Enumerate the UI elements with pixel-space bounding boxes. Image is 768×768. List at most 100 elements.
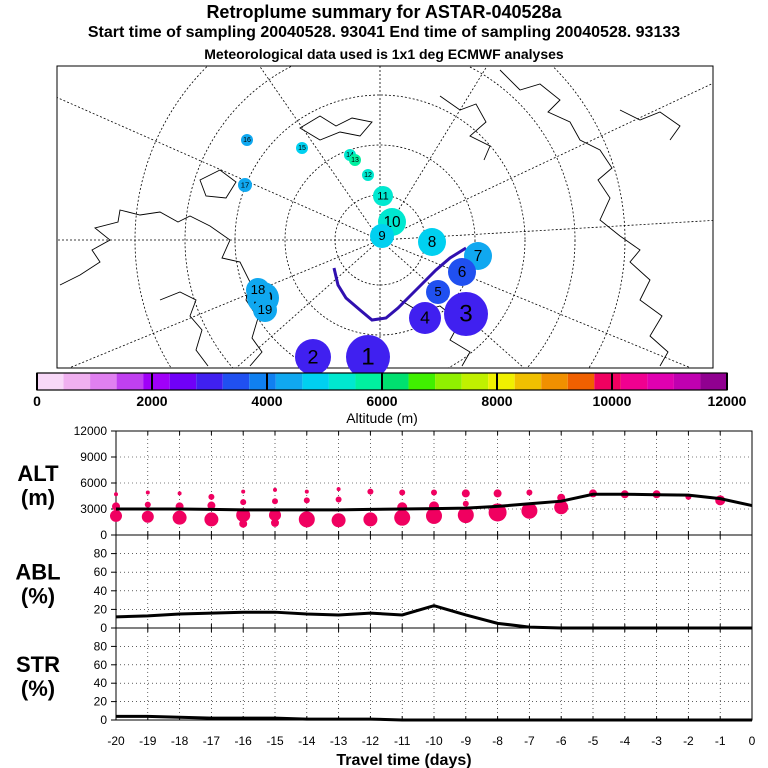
- altitude-dot: [367, 488, 374, 495]
- panel-ylabel: ABL: [15, 560, 60, 585]
- trajectory-marker: [253, 298, 277, 322]
- trajectory-marker: [373, 186, 393, 206]
- trajectory-marker: [409, 302, 441, 334]
- altitude-dot: [493, 489, 502, 498]
- altitude-dot: [304, 489, 309, 494]
- colorbar-swatch: [143, 373, 170, 390]
- altitude-dot: [141, 510, 154, 523]
- trajectory-marker-label: 8: [428, 234, 437, 251]
- altitude-dot: [431, 489, 437, 496]
- altitude-dot: [208, 493, 215, 500]
- polar-map: 2019181716151413121110987654321: [56, 65, 714, 379]
- series-line-alt: [116, 492, 753, 512]
- altitude-dot: [335, 496, 342, 503]
- y-tick-label: 40: [94, 584, 108, 598]
- altitude-dot: [303, 497, 310, 504]
- trajectory-markers: 2019181716151413121110987654321: [238, 134, 492, 379]
- trajectory-marker: [444, 292, 488, 336]
- series-line-str: [116, 714, 752, 722]
- trajectory-marker-label: 9: [378, 228, 385, 243]
- altitude-dot: [269, 509, 281, 522]
- trajectory-marker: [241, 134, 253, 146]
- colorbar-swatch: [222, 373, 250, 390]
- colorbar-tick-label: 4000: [251, 393, 282, 409]
- trajectory-marker: [246, 278, 270, 302]
- x-tick-label: 0: [749, 734, 756, 748]
- x-tick-label: -19: [139, 734, 157, 748]
- panel-abl: 0 20 40 60 80 ABL(%): [15, 534, 753, 635]
- altitude-dot: [399, 489, 406, 496]
- altitude-dot: [207, 501, 216, 510]
- colorbar-swatch: [169, 373, 197, 390]
- colorbar-swatch: [461, 373, 489, 390]
- x-tick-label: -3: [651, 734, 662, 748]
- colorbar-swatch: [514, 373, 542, 390]
- altitude-dot: [298, 511, 315, 528]
- sampling-times: Start time of sampling 20040528. 93041 E…: [87, 24, 681, 41]
- altitude-dot: [554, 500, 569, 515]
- altitude-dot: [394, 509, 411, 526]
- colorbar-swatch: [90, 373, 117, 390]
- colorbar-tick-label: 10000: [593, 393, 632, 409]
- y-tick-label: 0: [100, 621, 107, 635]
- colorbar-swatch: [196, 373, 223, 390]
- panel-ylabel-unit: (m): [21, 485, 55, 510]
- panel-ylabel: ALT: [17, 461, 59, 486]
- altitude-dot: [521, 502, 538, 519]
- panel-frame: [115, 627, 753, 721]
- altitude-dot: [172, 510, 187, 525]
- y-tick-label: 0: [100, 528, 107, 542]
- y-tick-label: 0: [100, 713, 107, 727]
- x-tick-label: -1: [715, 734, 726, 748]
- altitude-dot: [426, 507, 442, 524]
- colorbar-swatch: [673, 373, 701, 390]
- trajectory-marker-label: 1: [361, 344, 374, 371]
- altitude-dot: [236, 508, 251, 523]
- colorbar-tick-label: 2000: [136, 393, 167, 409]
- colorbar-swatch: [700, 373, 727, 390]
- x-axis-label: Travel time (days): [336, 752, 471, 768]
- colorbar-swatch: [302, 373, 329, 390]
- altitude-dot: [144, 501, 151, 508]
- trajectory-marker-label: 11: [377, 191, 388, 203]
- y-tick-label: 80: [94, 639, 108, 653]
- colorbar-tick-label: 8000: [481, 393, 512, 409]
- x-tick-label: -17: [203, 734, 221, 748]
- trajectory-marker-label: 7: [474, 248, 483, 265]
- trajectory-marker: [426, 280, 450, 304]
- colorbar-label: Altitude (m): [346, 410, 418, 426]
- x-tick-label: -7: [524, 734, 535, 748]
- altitude-dot: [336, 487, 341, 492]
- trajectory-marker-label: 14: [346, 152, 354, 159]
- altitude-colorbar: 0 2000 4000 6000 8000 10000 12000 Altitude (m): [33, 372, 747, 426]
- trajectory-marker-label: 16: [243, 137, 251, 144]
- trajectory-marker-label: 19: [258, 302, 273, 317]
- x-tick-label: -10: [425, 734, 443, 748]
- y-tick-label: 6000: [80, 476, 107, 490]
- y-tick-label: 80: [94, 547, 108, 561]
- trajectory-marker-label: 3: [459, 301, 472, 328]
- panel-alt: 0 3000 6000 9000 12000 ALT(m): [17, 424, 753, 542]
- altitude-dot: [110, 509, 122, 522]
- y-tick-label: 60: [94, 565, 108, 579]
- x-tick-label: -14: [298, 734, 316, 748]
- panel-ylabel-unit: (%): [21, 676, 55, 701]
- colorbar-swatch: [275, 373, 303, 390]
- altitude-dot: [271, 518, 279, 527]
- altitude-dot: [145, 490, 150, 495]
- x-tick-label: -4: [619, 734, 630, 748]
- trajectory-marker: [295, 339, 331, 375]
- trajectory-marker-label: 13: [351, 157, 359, 164]
- panel-ylabel: STR: [16, 652, 60, 677]
- colorbar-swatch: [328, 373, 356, 390]
- altitude-dot: [397, 502, 408, 513]
- time-series-panels: 030006000900012000ALT(m)020406080ABL(%)0…: [15, 424, 755, 768]
- met-data-note: Meteorological data used is 1x1 deg ECMW…: [204, 46, 564, 62]
- trajectory-path: [332, 246, 467, 322]
- x-tick-label: -9: [460, 734, 471, 748]
- y-tick-label: 3000: [80, 502, 107, 516]
- y-tick-label: 20: [94, 695, 108, 709]
- colorbar-tick-label: 12000: [708, 393, 747, 409]
- altitude-dot: [114, 492, 118, 497]
